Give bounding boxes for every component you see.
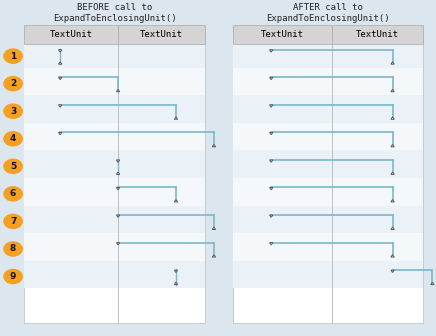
Text: 5: 5	[10, 162, 16, 171]
Polygon shape	[269, 132, 273, 135]
Text: AFTER call to
ExpandToEnclosingUnit(): AFTER call to ExpandToEnclosingUnit()	[266, 3, 390, 24]
Polygon shape	[391, 144, 394, 147]
Polygon shape	[58, 62, 62, 64]
Circle shape	[4, 104, 22, 118]
Text: BEFORE call to
ExpandToEnclosingUnit(): BEFORE call to ExpandToEnclosingUnit()	[53, 3, 176, 24]
Bar	[233, 40, 423, 68]
Bar	[233, 123, 423, 151]
Polygon shape	[269, 105, 273, 107]
Bar	[24, 151, 205, 178]
Polygon shape	[269, 243, 273, 245]
Polygon shape	[116, 172, 120, 174]
Text: 8: 8	[10, 245, 16, 253]
Bar	[233, 151, 423, 178]
Polygon shape	[391, 270, 394, 272]
Bar	[233, 27, 423, 323]
Text: 1: 1	[10, 52, 16, 60]
Text: TextUnit: TextUnit	[356, 30, 399, 39]
Polygon shape	[116, 160, 120, 162]
Bar	[24, 68, 205, 95]
Bar	[24, 178, 205, 206]
Polygon shape	[116, 89, 120, 92]
Polygon shape	[174, 282, 177, 285]
Polygon shape	[174, 200, 177, 202]
Bar	[24, 95, 205, 123]
Text: TextUnit: TextUnit	[50, 30, 92, 39]
Bar	[118, 25, 205, 44]
Bar	[24, 206, 205, 233]
Polygon shape	[269, 187, 273, 190]
Circle shape	[4, 187, 22, 201]
Text: 4: 4	[10, 134, 16, 143]
Polygon shape	[269, 215, 273, 217]
Polygon shape	[212, 227, 216, 229]
Bar	[233, 25, 332, 44]
Text: 6: 6	[10, 190, 16, 198]
Bar	[233, 233, 423, 261]
Circle shape	[4, 214, 22, 228]
Bar	[233, 68, 423, 95]
Bar	[24, 25, 118, 44]
Polygon shape	[431, 282, 434, 285]
Polygon shape	[58, 132, 62, 135]
Polygon shape	[212, 255, 216, 257]
Circle shape	[4, 242, 22, 256]
Polygon shape	[116, 215, 120, 217]
Bar	[24, 261, 205, 288]
Text: TextUnit: TextUnit	[140, 30, 183, 39]
Bar	[233, 261, 423, 288]
Text: 3: 3	[10, 107, 16, 116]
Circle shape	[4, 49, 22, 63]
Circle shape	[4, 159, 22, 173]
Polygon shape	[391, 89, 394, 92]
Circle shape	[4, 269, 22, 284]
Polygon shape	[269, 160, 273, 162]
Polygon shape	[391, 172, 394, 174]
Text: 2: 2	[10, 79, 16, 88]
Text: TextUnit: TextUnit	[261, 30, 304, 39]
Polygon shape	[58, 105, 62, 107]
Polygon shape	[269, 77, 273, 80]
Polygon shape	[391, 227, 394, 229]
Circle shape	[4, 77, 22, 91]
Polygon shape	[116, 243, 120, 245]
Polygon shape	[58, 50, 62, 52]
Bar	[233, 206, 423, 233]
Polygon shape	[269, 50, 273, 52]
Polygon shape	[391, 255, 394, 257]
Polygon shape	[116, 187, 120, 190]
Text: 7: 7	[10, 217, 16, 226]
Text: 9: 9	[10, 272, 16, 281]
Bar	[233, 95, 423, 123]
Polygon shape	[391, 117, 394, 119]
Bar	[332, 25, 423, 44]
Bar	[24, 233, 205, 261]
Polygon shape	[391, 62, 394, 64]
Bar	[24, 123, 205, 151]
Circle shape	[4, 132, 22, 146]
Bar	[233, 178, 423, 206]
Polygon shape	[391, 200, 394, 202]
Polygon shape	[174, 270, 177, 272]
Polygon shape	[174, 117, 177, 119]
Bar	[24, 40, 205, 68]
Bar	[24, 27, 205, 323]
Polygon shape	[58, 77, 62, 80]
Polygon shape	[212, 144, 216, 147]
